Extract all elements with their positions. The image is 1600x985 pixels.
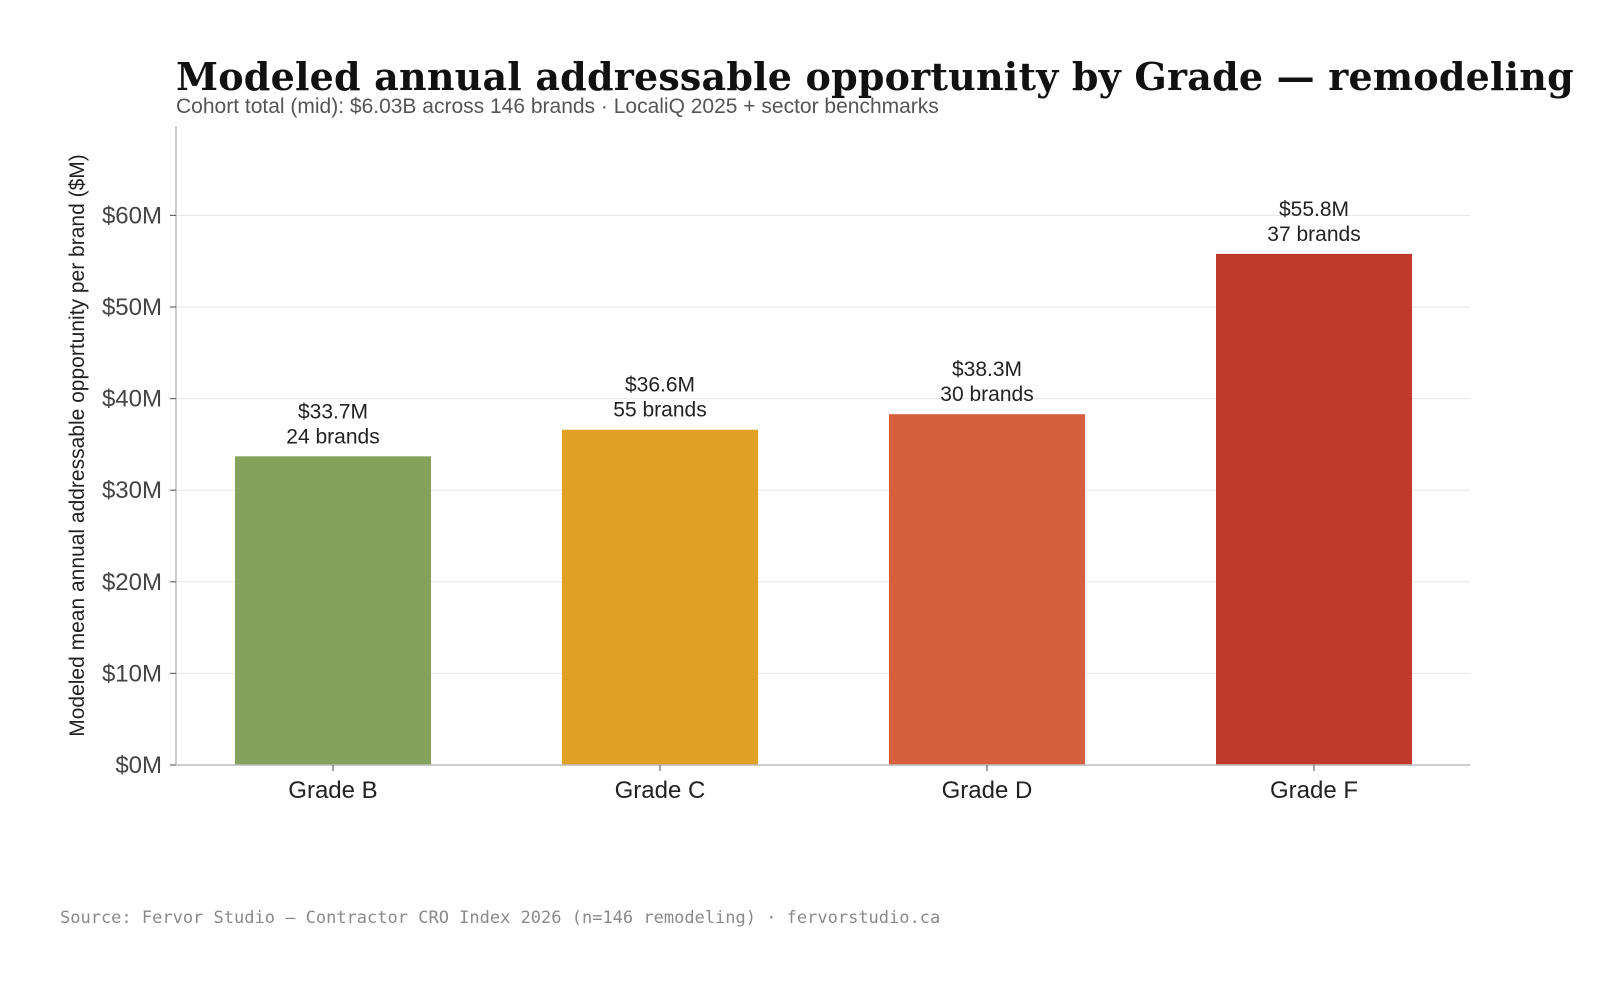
axes xyxy=(175,126,1470,766)
y-tick-label: $0M xyxy=(115,752,162,779)
y-tick-label: $20M xyxy=(102,569,162,596)
chart-subtitle: Cohort total (mid): $6.03B across 146 br… xyxy=(176,95,939,118)
y-tick-label: $50M xyxy=(102,294,162,321)
x-tick-label: Grade F xyxy=(1270,777,1358,804)
y-tick-labels: $0M $10M $20M $30M $40M $50M $60M xyxy=(102,202,176,779)
count-label: 37 brands xyxy=(1267,223,1360,246)
bar-grade-b xyxy=(235,456,431,765)
x-tick-labels: Grade B Grade C Grade D Grade F xyxy=(288,765,1358,804)
x-tick-label: Grade D xyxy=(942,777,1033,804)
bars xyxy=(235,253,1412,765)
y-tick-label: $30M xyxy=(102,477,162,504)
bar-grade-d xyxy=(889,414,1085,765)
value-label: $38.3M xyxy=(952,358,1022,381)
bar-grade-f xyxy=(1216,253,1412,765)
y-axis-title: Modeled mean annual addressable opportun… xyxy=(66,154,89,737)
x-tick-label: Grade B xyxy=(288,777,377,804)
value-label: $33.7M xyxy=(298,400,368,423)
value-label: $36.6M xyxy=(625,374,695,397)
value-label: $55.8M xyxy=(1279,198,1349,221)
x-tick-label: Grade C xyxy=(615,777,706,804)
count-label: 24 brands xyxy=(286,425,379,448)
y-tick-label: $40M xyxy=(102,386,162,413)
bar-grade-c xyxy=(562,429,758,765)
count-label: 30 brands xyxy=(940,383,1033,406)
source-note: Source: Fervor Studio — Contractor CRO I… xyxy=(60,908,941,928)
y-tick-label: $60M xyxy=(102,202,162,229)
y-tick-label: $10M xyxy=(102,660,162,687)
chart-title: Modeled annual addressable opportunity b… xyxy=(176,54,1574,99)
count-label: 55 brands xyxy=(613,399,706,422)
